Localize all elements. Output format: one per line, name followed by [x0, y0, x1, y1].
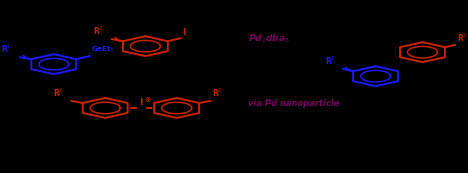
Text: R$^2$: R$^2$ [457, 32, 468, 44]
Text: via Pd nanoparticle: via Pd nanoparticle [248, 99, 340, 108]
Text: R$^2$: R$^2$ [52, 87, 64, 99]
Text: Pd$_2$dba$_3$: Pd$_2$dba$_3$ [248, 32, 290, 45]
Text: R$^2$: R$^2$ [93, 25, 104, 37]
Text: R$^1$: R$^1$ [1, 43, 12, 55]
Text: I: I [182, 28, 185, 37]
Text: I: I [139, 98, 143, 107]
Text: $\oplus$: $\oplus$ [144, 95, 152, 104]
Text: R$^1$: R$^1$ [325, 55, 336, 67]
Text: R$^2$: R$^2$ [212, 87, 223, 99]
Text: GeEt$_3$: GeEt$_3$ [91, 45, 115, 55]
